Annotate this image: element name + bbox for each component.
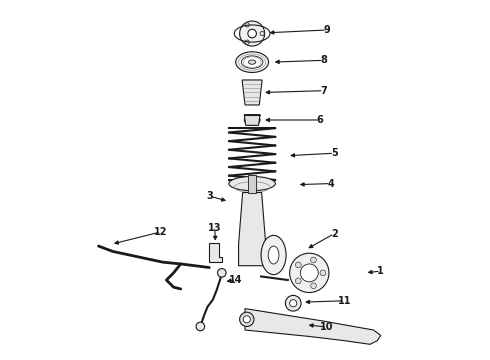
Ellipse shape bbox=[261, 235, 286, 275]
Circle shape bbox=[320, 270, 326, 276]
Circle shape bbox=[243, 316, 250, 323]
Circle shape bbox=[245, 40, 249, 44]
Polygon shape bbox=[245, 309, 381, 344]
Text: 8: 8 bbox=[320, 55, 327, 65]
Circle shape bbox=[245, 23, 249, 27]
Circle shape bbox=[295, 278, 301, 284]
Polygon shape bbox=[209, 243, 222, 262]
Circle shape bbox=[300, 264, 318, 282]
Text: 4: 4 bbox=[327, 179, 334, 189]
Text: 6: 6 bbox=[317, 115, 323, 125]
Text: 13: 13 bbox=[208, 223, 221, 233]
Ellipse shape bbox=[245, 114, 260, 125]
Circle shape bbox=[240, 312, 254, 327]
Circle shape bbox=[218, 269, 226, 277]
Polygon shape bbox=[239, 193, 266, 266]
Text: 12: 12 bbox=[154, 227, 168, 237]
Circle shape bbox=[295, 262, 301, 268]
Text: 7: 7 bbox=[320, 86, 327, 96]
Circle shape bbox=[311, 257, 317, 263]
Circle shape bbox=[311, 283, 317, 289]
Text: 3: 3 bbox=[206, 191, 213, 201]
Text: 5: 5 bbox=[331, 148, 338, 158]
Circle shape bbox=[240, 21, 265, 46]
Text: 14: 14 bbox=[229, 275, 243, 285]
Circle shape bbox=[260, 31, 264, 36]
Ellipse shape bbox=[236, 52, 269, 72]
Text: 9: 9 bbox=[324, 25, 331, 35]
Ellipse shape bbox=[242, 56, 263, 68]
Ellipse shape bbox=[268, 246, 279, 264]
Polygon shape bbox=[248, 175, 256, 193]
Ellipse shape bbox=[229, 176, 275, 191]
Circle shape bbox=[290, 253, 329, 293]
Polygon shape bbox=[245, 114, 260, 125]
Circle shape bbox=[290, 300, 297, 307]
Text: 1: 1 bbox=[377, 266, 384, 276]
Circle shape bbox=[285, 296, 301, 311]
Ellipse shape bbox=[248, 60, 256, 64]
Circle shape bbox=[196, 322, 205, 331]
Circle shape bbox=[248, 29, 256, 38]
Text: 2: 2 bbox=[331, 229, 338, 239]
Text: 11: 11 bbox=[338, 296, 352, 306]
Text: 10: 10 bbox=[320, 322, 334, 332]
Polygon shape bbox=[242, 80, 262, 105]
